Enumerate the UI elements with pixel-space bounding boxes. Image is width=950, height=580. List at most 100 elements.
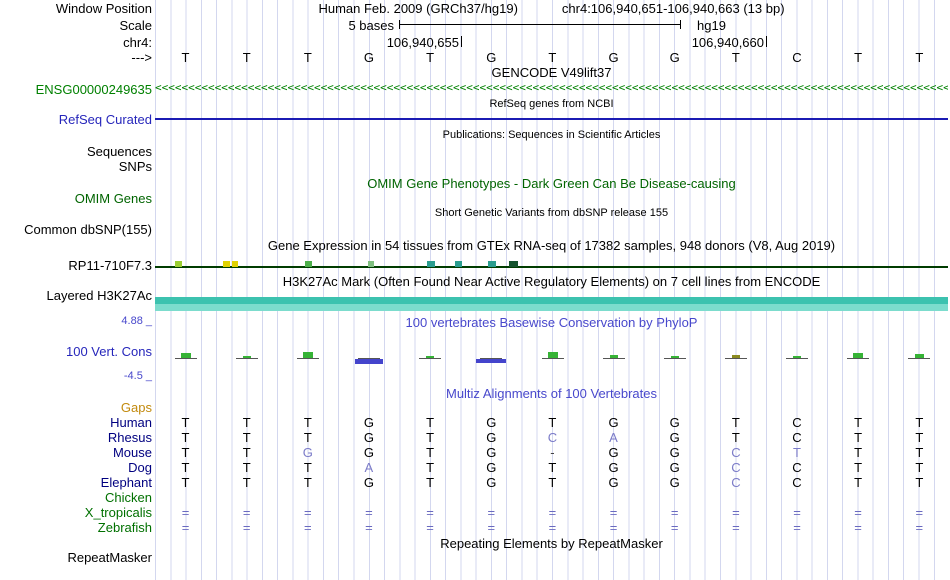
conservation-bar — [670, 356, 679, 358]
refseq-gene-bar[interactable] — [155, 118, 948, 120]
species-label-zebrafish[interactable]: Zebrafish — [97, 520, 152, 535]
repeatmasker-track-title: Repeating Elements by RepeatMasker — [440, 536, 663, 551]
alignment-base: = — [915, 505, 924, 520]
species-label-mouse[interactable]: Mouse — [112, 445, 152, 460]
alignment-base: T — [242, 475, 251, 490]
scale-value: 5 bases — [348, 18, 394, 33]
chromosome-label: chr4: — [123, 35, 152, 50]
alignment-base: = — [609, 505, 618, 520]
gtex-expression-mark — [175, 261, 182, 267]
alignment-base: G — [486, 475, 497, 490]
multiz-track-title: Multiz Alignments of 100 Vertebrates — [445, 386, 657, 401]
layered-h3k27ac-label[interactable]: Layered H3K27Ac — [46, 288, 152, 303]
alignment-base: T — [854, 460, 863, 475]
reference-base: G — [669, 50, 680, 65]
alignment-base: T — [854, 415, 863, 430]
alignment-base: C — [731, 460, 741, 475]
alignment-base: = — [793, 505, 801, 520]
snps-track-label[interactable]: SNPs — [118, 159, 152, 174]
conservation-scale-max: 4.88 _ — [121, 315, 152, 327]
alignment-base: = — [242, 505, 251, 520]
alignment-base: G — [363, 475, 374, 490]
gtex-expression-mark — [305, 261, 312, 267]
gtex-gene-label[interactable]: RP11-710F7.3 — [68, 258, 152, 273]
alignment-base: = — [304, 520, 312, 535]
gtex-gene-model[interactable] — [155, 266, 948, 268]
assembly-name: Human Feb. 2009 (GRCh37/hg19) — [318, 1, 518, 16]
species-label-human[interactable]: Human — [110, 415, 152, 430]
coordinate-left: 106,940,655 — [386, 35, 459, 50]
alignment-base: = — [793, 520, 801, 535]
gaps-row-label[interactable]: Gaps — [120, 400, 152, 415]
alignment-base: T — [426, 445, 435, 460]
species-label-chicken[interactable]: Chicken — [105, 490, 152, 505]
conservation-bar — [355, 359, 383, 364]
refseq-curated-label[interactable]: RefSeq Curated — [58, 112, 152, 127]
alignment-base: = — [426, 520, 434, 535]
repeatmasker-label[interactable]: RepeatMasker — [67, 550, 152, 565]
alignment-base: T — [548, 460, 557, 475]
alignment-base: T — [426, 475, 435, 490]
base-position-gridlines — [155, 0, 949, 580]
alignment-base: T — [181, 415, 190, 430]
refseq-track-title: RefSeq genes from NCBI — [489, 98, 614, 110]
alignment-base: G — [608, 415, 619, 430]
scale-bar-left-tick — [399, 20, 400, 29]
strand-direction-arrow: ---> — [131, 50, 152, 65]
conservation-zero-line — [786, 358, 809, 359]
gtex-expression-mark — [427, 261, 435, 267]
gencode-gene-label[interactable]: ENSG00000249635 — [35, 82, 152, 97]
common-dbsnp-label[interactable]: Common dbSNP(155) — [24, 222, 152, 237]
coordinate-right: 106,940,660 — [691, 35, 764, 50]
alignment-base: T — [915, 460, 924, 475]
conservation-zero-line — [908, 358, 931, 359]
reference-base: T — [548, 50, 557, 65]
alignment-base: C — [731, 475, 741, 490]
gencode-transcript-arrows[interactable]: <<<<<<<<<<<<<<<<<<<<<<<<<<<<<<<<<<<<<<<<… — [155, 82, 948, 94]
reference-base: C — [792, 50, 802, 65]
coordinate-tick — [461, 36, 462, 47]
alignment-base: = — [670, 520, 679, 535]
alignment-base: = — [548, 505, 557, 520]
alignment-base: T — [915, 430, 924, 445]
alignment-base: = — [181, 505, 190, 520]
sequences-track-label[interactable]: Sequences — [86, 144, 152, 159]
alignment-base: = — [915, 520, 924, 535]
h3k27ac-signal-band[interactable] — [155, 297, 948, 311]
position-range: chr4:106,940,651-106,940,663 (13 bp) — [561, 1, 785, 16]
alignment-base: G — [363, 445, 374, 460]
alignment-base: T — [854, 430, 863, 445]
alignment-base: T — [242, 430, 251, 445]
conservation-zero-line — [724, 358, 747, 359]
alignment-base: T — [793, 445, 801, 460]
species-label-rhesus[interactable]: Rhesus — [107, 430, 152, 445]
omim-genes-label[interactable]: OMIM Genes — [74, 191, 152, 206]
alignment-base: T — [548, 475, 557, 490]
reference-base: T — [426, 50, 435, 65]
assembly-short: hg19 — [697, 18, 726, 33]
alignment-base: C — [731, 445, 741, 460]
reference-base: T — [303, 50, 312, 65]
conservation-track-title: 100 vertebrates Basewise Conservation by… — [405, 315, 698, 330]
gtex-expression-mark — [509, 261, 518, 267]
conservation-scale-min: -4.5 _ — [123, 370, 152, 382]
conservation-bar — [242, 356, 251, 358]
alignment-base: = — [609, 520, 618, 535]
alignment-base: T — [242, 460, 251, 475]
conservation-track-label[interactable]: 100 Vert. Cons — [66, 344, 152, 359]
reference-base: G — [608, 50, 619, 65]
window-position-label: Window Position — [55, 1, 152, 16]
species-label-elephant[interactable]: Elephant — [100, 475, 152, 490]
gtex-expression-mark — [455, 261, 462, 267]
species-label-x-tropicalis[interactable]: X_tropicalis — [84, 505, 152, 520]
alignment-base: G — [363, 430, 374, 445]
alignment-base: T — [548, 415, 557, 430]
species-label-dog[interactable]: Dog — [128, 460, 152, 475]
alignment-base: T — [426, 415, 435, 430]
conservation-zero-line — [602, 358, 625, 359]
alignment-base: A — [364, 460, 374, 475]
scale-label: Scale — [119, 18, 152, 33]
alignment-base: = — [548, 520, 557, 535]
alignment-base: = — [242, 520, 251, 535]
